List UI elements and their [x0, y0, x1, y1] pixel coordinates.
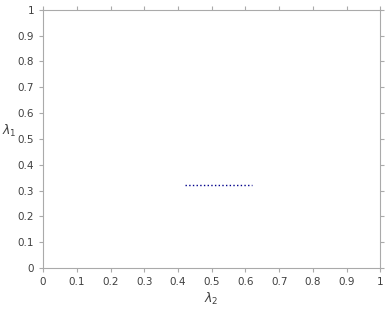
Y-axis label: $\lambda_1$: $\lambda_1$ — [2, 123, 17, 139]
X-axis label: $\lambda_2$: $\lambda_2$ — [204, 291, 219, 307]
